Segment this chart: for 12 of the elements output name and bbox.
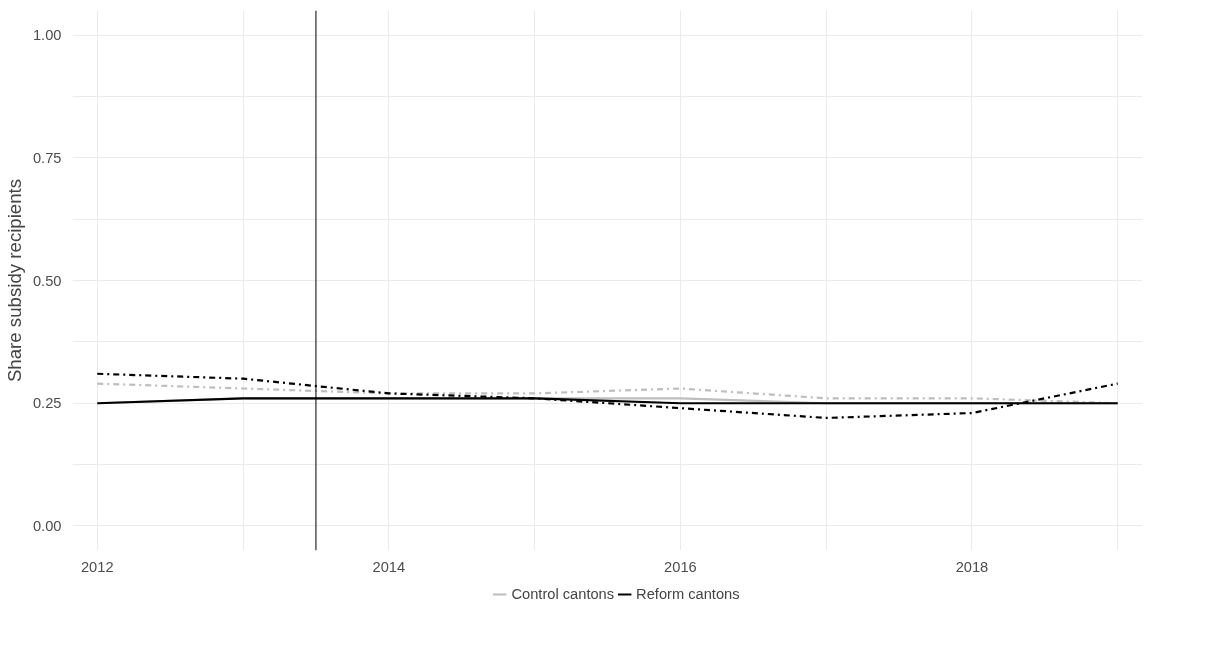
y-axis-title: Share subsidy recipients (3, 178, 25, 383)
x-tick-label: 2016 (664, 558, 697, 575)
legend-label: Control cantons (511, 586, 615, 602)
x-tick-label: 2012 (80, 558, 114, 575)
x-tick-label: 2018 (955, 558, 989, 575)
legend-label: Reform cantons (636, 586, 740, 602)
y-tick-label: 0.50 (32, 272, 62, 289)
y-tick-label: 1.00 (32, 27, 62, 44)
y-tick-label: 0.25 (32, 395, 62, 412)
x-tick-label: 2014 (372, 558, 406, 575)
y-tick-label: 0.00 (32, 517, 62, 534)
y-tick-label: 0.75 (32, 149, 62, 166)
